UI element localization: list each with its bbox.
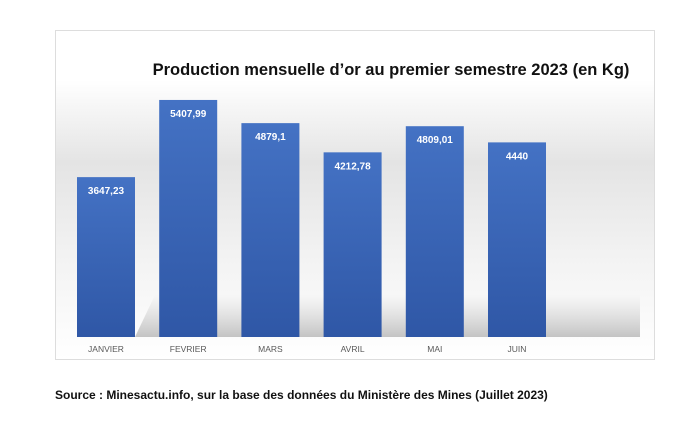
chart-title: Production mensuelle d’or au premier sem… (152, 61, 630, 79)
x-tick-label: MAI (427, 344, 442, 354)
bar-avril (323, 152, 382, 337)
source-note: Source : Minesactu.info, sur la base des… (55, 388, 548, 402)
x-tick-label: AVRIL (341, 344, 365, 354)
data-label: 4879,1 (255, 132, 286, 143)
data-label: 4440 (506, 151, 529, 162)
data-label: 4809,01 (417, 135, 454, 146)
bar-juin (488, 142, 546, 337)
bar-janvier (77, 177, 135, 337)
x-tick-label: FEVRIER (170, 344, 207, 354)
x-tick-label: MARS (258, 344, 283, 354)
data-label: 3647,23 (88, 186, 125, 197)
bar-mai (405, 126, 464, 337)
bar-fevrier (159, 99, 218, 337)
bar-mars (241, 123, 300, 337)
x-tick-label: JUIN (508, 344, 527, 354)
data-label: 4212,78 (335, 161, 372, 172)
data-label: 5407,99 (170, 109, 207, 120)
x-tick-label: JANVIER (88, 344, 124, 354)
